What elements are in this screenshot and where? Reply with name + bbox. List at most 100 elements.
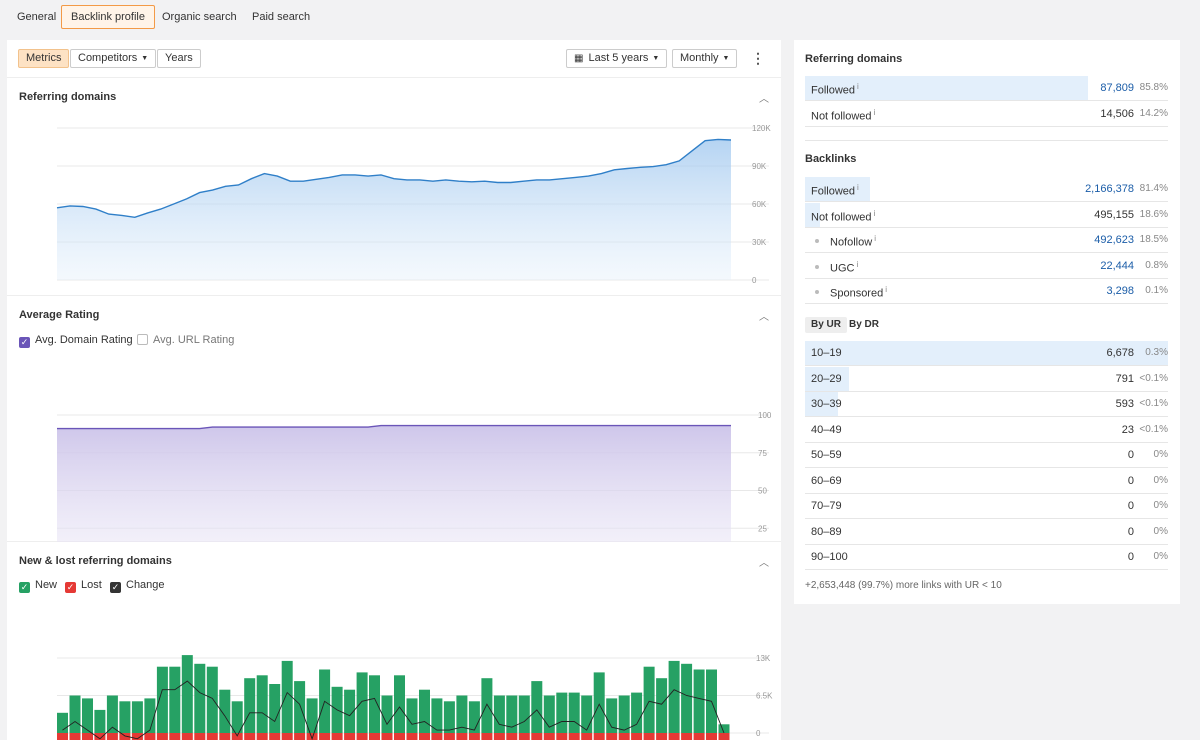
info-icon[interactable]: i [873, 107, 876, 117]
new-bar [144, 698, 156, 733]
competitors-dropdown[interactable]: Competitors ▼ [70, 49, 157, 68]
table-row[interactable]: 30–39 593 <0.1% [805, 392, 1168, 417]
checkbox-checked-icon[interactable]: ✓ [110, 582, 121, 593]
row-value[interactable]: 2,166,378 [1085, 183, 1134, 195]
info-icon[interactable]: i [873, 208, 876, 218]
collapse-icon[interactable]: ︿ [759, 94, 769, 105]
tab-organic-search[interactable]: Organic search [162, 11, 237, 23]
table-row[interactable]: UGC i 22,444 0.8% [805, 254, 1168, 279]
row-value[interactable]: 492,623 [1094, 234, 1134, 246]
info-icon[interactable]: i [885, 285, 887, 294]
charts-panel: Metrics Competitors ▼ Years ▦ Last 5 years… [7, 40, 781, 740]
interval-dropdown[interactable]: Monthly ▼ [672, 49, 738, 68]
new-bar [568, 692, 580, 733]
new-bar [543, 695, 555, 733]
table-row[interactable]: 40–49 23 <0.1% [805, 418, 1168, 443]
table-row[interactable]: Nofollow i 492,623 18.5% [805, 228, 1168, 253]
checkbox-checked-icon[interactable]: ✓ [19, 582, 30, 593]
domain-rating-area [57, 425, 731, 542]
new-bar [369, 675, 380, 733]
referring-domains-title: Referring domains [805, 53, 903, 65]
lost-bar [269, 733, 281, 740]
new-bar [581, 695, 593, 733]
new-bar [82, 698, 93, 733]
table-row[interactable]: Not followed i 495,155 18.6% [805, 202, 1168, 228]
by-dr-toggle[interactable]: By DR [849, 319, 880, 330]
table-row[interactable]: 70–79 0 0% [805, 494, 1168, 519]
table-row[interactable]: Followed i 2,166,378 81.4% [805, 177, 1168, 202]
table-row[interactable]: Sponsored i 3,298 0.1% [805, 279, 1168, 304]
row-value: 14,506 [1100, 107, 1134, 120]
new-bar [468, 701, 480, 733]
row-value: 495,155 [1094, 208, 1134, 221]
share-bar [805, 177, 871, 201]
collapse-icon[interactable]: ︿ [759, 312, 769, 323]
lost-bar [481, 733, 493, 740]
row-percent: <0.1% [1139, 398, 1168, 409]
row-value: 0 [1127, 551, 1134, 563]
new-bar [256, 675, 268, 733]
row-value: 0 [1127, 474, 1134, 487]
tab-backlink-profile[interactable]: Backlink profile [61, 5, 155, 29]
collapse-icon[interactable]: ︿ [759, 558, 769, 569]
tab-paid-search[interactable]: Paid search [252, 11, 311, 23]
info-icon[interactable]: i [857, 82, 859, 91]
legend-change[interactable]: ✓ Change [110, 579, 165, 593]
new-bar [181, 655, 193, 733]
lost-bar [468, 733, 480, 740]
table-row[interactable]: Followed i 87,809 85.8% [805, 76, 1168, 101]
table-row[interactable]: 10–19 6,678 0.3% [805, 341, 1168, 366]
table-row[interactable]: 50–59 0 0% [805, 443, 1168, 468]
by-ur-toggle[interactable]: By UR [805, 317, 848, 333]
table-row[interactable]: 80–89 0 0% [805, 520, 1168, 545]
backlinks-title: Backlinks [805, 153, 857, 165]
new-bar [269, 684, 281, 733]
metrics-button[interactable]: Metrics [18, 49, 70, 68]
legend-new[interactable]: ✓ New [19, 579, 57, 593]
checkbox-checked-icon[interactable]: ✓ [65, 582, 76, 593]
row-value[interactable]: 22,444 [1100, 259, 1134, 272]
new-bar [631, 692, 643, 733]
table-row[interactable]: 60–69 0 0% [805, 469, 1168, 494]
more-options-icon[interactable]: ⋮ [751, 50, 765, 66]
tab-general[interactable]: General [17, 11, 57, 23]
row-value[interactable]: 3,298 [1106, 285, 1134, 297]
share-bar [805, 76, 1089, 100]
row-value[interactable]: 87,809 [1100, 82, 1134, 94]
new-bar [169, 666, 181, 733]
y-tick-label: 13K [756, 654, 771, 663]
new-bar [456, 695, 468, 733]
legend-url-rating[interactable]: Avg. URL Rating [137, 334, 234, 346]
lost-bar [381, 733, 393, 740]
table-row[interactable]: 90–100 0 0% [805, 545, 1168, 570]
info-icon[interactable]: i [856, 259, 859, 269]
row-percent: <0.1% [1139, 372, 1168, 384]
checkbox-checked-icon[interactable]: ✓ [19, 337, 30, 348]
lost-bar [506, 733, 518, 740]
legend-label: New [35, 579, 58, 591]
new-bar [718, 724, 730, 733]
checkbox-unchecked-icon[interactable] [137, 334, 148, 345]
new-bar [281, 660, 293, 733]
date-range-dropdown[interactable]: ▦ Last 5 years ▼ [566, 49, 668, 68]
lost-bar [419, 733, 430, 740]
table-row[interactable]: Not followed i 14,506 14.2% [805, 102, 1168, 127]
row-value: 0 [1127, 500, 1134, 512]
lost-bar [643, 733, 655, 740]
top-tab-bar: General Backlink profile Organic search … [0, 0, 1200, 34]
row-label: Followed i [811, 183, 859, 198]
row-value: 0 [1127, 449, 1134, 461]
new-bar [593, 672, 605, 733]
row-label: Not followed i [811, 208, 876, 224]
table-row[interactable]: 20–29 791 <0.1% [805, 366, 1168, 392]
lost-bar [319, 733, 331, 740]
info-icon[interactable]: i [874, 234, 876, 243]
legend-lost[interactable]: ✓ Lost [65, 579, 102, 593]
info-icon[interactable]: i [857, 183, 859, 192]
legend-domain-rating[interactable]: ✓ Avg. Domain Rating [19, 334, 133, 348]
lost-bar [281, 733, 293, 740]
new-bar [106, 695, 118, 733]
lost-bar [706, 733, 717, 740]
years-button[interactable]: Years [157, 49, 201, 68]
section-title: Referring domains [19, 91, 117, 103]
